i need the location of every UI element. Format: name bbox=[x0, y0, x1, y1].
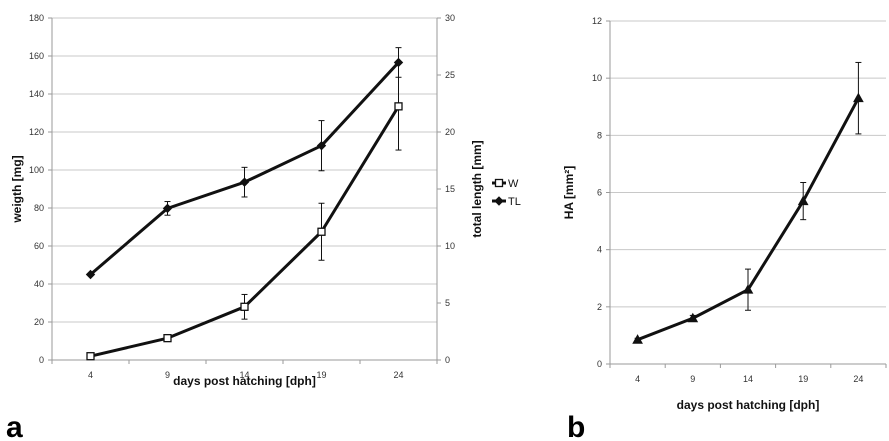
y-tick-label: 140 bbox=[29, 89, 44, 99]
y-axis-title: HA [mm²] bbox=[562, 166, 576, 220]
data-point-triangle bbox=[632, 334, 643, 344]
data-point-square bbox=[317, 227, 326, 236]
y-tick-label: 0 bbox=[597, 359, 602, 369]
series-0 bbox=[632, 61, 864, 344]
data-point-diamond bbox=[316, 140, 327, 151]
y-axis-title: weigth [mg] bbox=[10, 155, 24, 223]
x-tick-label: 14 bbox=[239, 370, 249, 380]
y2-tick-label: 20 bbox=[445, 127, 455, 137]
y-tick-label: 100 bbox=[29, 165, 44, 175]
y2-tick-label: 30 bbox=[445, 13, 455, 23]
x-tick-label: 4 bbox=[88, 370, 93, 380]
data-point-diamond bbox=[393, 57, 404, 68]
x-tick-label: 9 bbox=[690, 374, 695, 384]
y2-tick-label: 10 bbox=[445, 241, 455, 251]
data-point-diamond bbox=[162, 203, 173, 214]
panel-label: b bbox=[567, 411, 585, 441]
y2-tick-label: 5 bbox=[445, 298, 450, 308]
panel-a-chart: 0 20 40 60 80 100 120 140 160 180 0 5 10 15 20 25 30 4 9 14… bbox=[6, 13, 521, 441]
y-tick-label: 40 bbox=[34, 279, 44, 289]
y-tick-label: 160 bbox=[29, 51, 44, 61]
data-point-square bbox=[494, 178, 504, 188]
legend: W TL bbox=[492, 178, 521, 208]
x-tick-label: 19 bbox=[798, 374, 808, 384]
data-point-square bbox=[86, 352, 95, 361]
y-tick-label: 0 bbox=[39, 355, 44, 365]
legend-label: W bbox=[508, 178, 519, 190]
y-tick-label: 12 bbox=[592, 16, 602, 26]
data-point-square bbox=[394, 102, 403, 111]
series-tl bbox=[85, 47, 404, 280]
data-point-square bbox=[240, 302, 249, 311]
y-tick-label: 20 bbox=[34, 317, 44, 327]
series-w bbox=[86, 62, 403, 361]
data-point-triangle bbox=[687, 312, 699, 323]
y-tick-label: 10 bbox=[592, 73, 602, 83]
x-tick-label: 19 bbox=[316, 370, 326, 380]
data-point-triangle bbox=[853, 92, 864, 103]
data-point-diamond bbox=[239, 177, 250, 187]
data-point-diamond bbox=[494, 196, 504, 206]
y-tick-label: 6 bbox=[597, 188, 602, 198]
y-tick-label: 180 bbox=[29, 13, 44, 23]
data-point-triangle bbox=[742, 284, 754, 294]
panel-label: a bbox=[6, 411, 23, 441]
y2-tick-label: 15 bbox=[445, 184, 455, 194]
y-tick-label: 120 bbox=[29, 127, 44, 137]
x-tick-label: 24 bbox=[393, 370, 403, 380]
x-axis-title: days post hatching [dph] bbox=[677, 398, 820, 412]
y2-tick-label: 0 bbox=[445, 355, 450, 365]
y2-axis-title: total length [mm] bbox=[470, 140, 484, 237]
x-tick-label: 4 bbox=[635, 374, 640, 384]
x-tick-label: 9 bbox=[165, 370, 170, 380]
x-tick-label: 24 bbox=[853, 374, 863, 384]
legend-label: TL bbox=[508, 196, 521, 208]
y-tick-label: 8 bbox=[597, 130, 602, 140]
x-axis-title: days post hatching [dph] bbox=[173, 374, 316, 388]
y-tick-label: 60 bbox=[34, 241, 44, 251]
data-point-triangle bbox=[797, 195, 809, 206]
data-point-diamond bbox=[85, 269, 96, 280]
y-tick-label: 4 bbox=[597, 245, 602, 255]
y-tick-label: 80 bbox=[34, 203, 44, 213]
y-tick-label: 2 bbox=[597, 302, 602, 312]
data-point-square bbox=[163, 333, 172, 343]
x-tick-label: 14 bbox=[743, 374, 753, 384]
y2-tick-label: 25 bbox=[445, 70, 455, 80]
